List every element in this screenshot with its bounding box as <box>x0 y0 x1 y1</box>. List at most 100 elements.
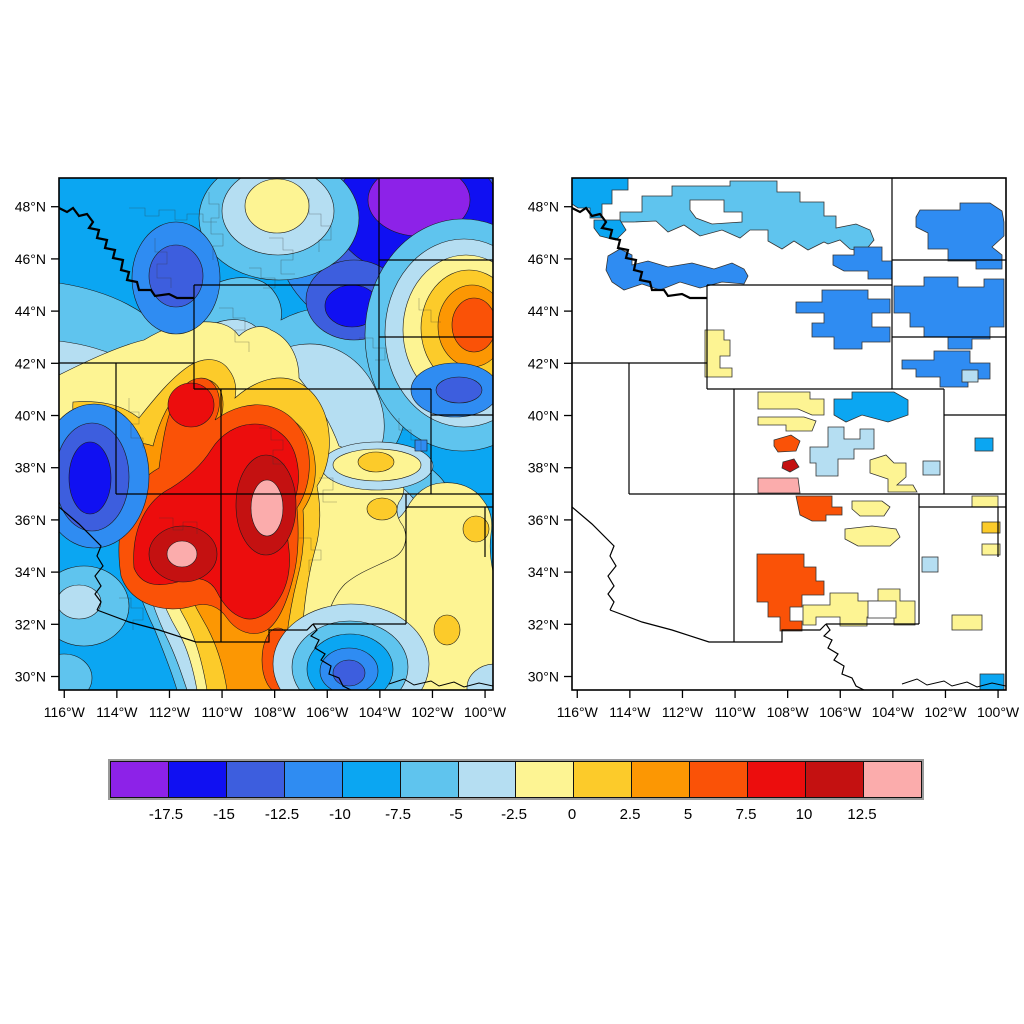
txpanhandle-gold <box>462 515 490 543</box>
pink-max-east <box>250 479 284 537</box>
div-north-wyoming <box>795 289 891 350</box>
colorbar-tick-label: 7.5 <box>735 806 757 823</box>
panelR-map-area <box>572 178 1005 690</box>
lat-tick-label: 30°N <box>15 669 46 685</box>
colorbar-cell-6 <box>458 761 517 798</box>
lat-tick-label: 46°N <box>528 251 559 267</box>
div-west-northdakota <box>915 202 1005 270</box>
colorbar-cell-5 <box>400 761 459 798</box>
div-nw-colorado-2 <box>757 416 817 432</box>
div-sw-wyoming <box>704 329 733 378</box>
lat-tick-label: 32°N <box>15 616 46 632</box>
lon-tick-label: 100°W <box>464 704 507 720</box>
lat-tick-label: 38°N <box>15 460 46 476</box>
state-borders <box>572 178 1006 690</box>
div-east-colorado <box>922 460 941 476</box>
lat-tick-label: 38°N <box>528 460 559 476</box>
lat-tick-label: 32°N <box>528 616 559 632</box>
colorbar-tick-label: -17.5 <box>148 806 184 823</box>
map-frame <box>58 177 494 691</box>
colorbar-tick-label: 0 <box>567 806 577 823</box>
colorbar-cell-3 <box>284 761 343 798</box>
lon-tick-label: 108°W <box>254 704 297 720</box>
lat-tick-label: 44°N <box>15 303 46 319</box>
div-fourcorners-pink <box>757 477 801 494</box>
colorbar-tick-labels: -17.5 -15 -12.5 -10 -7.5 -5 -2.5 0 2.5 5 7.5 10 12.5 <box>108 806 920 826</box>
colorbar-tick-label: 12.5 <box>847 806 877 823</box>
axis-ticks-and-labels: 48°N 46°N 44°N 42°N 40°N 38°N 36°N 34°N 32°N 30°N… <box>15 199 507 720</box>
colorbar-cell-13 <box>863 761 922 798</box>
div-central-colorado <box>809 426 875 477</box>
div-ncentral-colorado <box>833 391 909 423</box>
lon-tick-label: 114°W <box>96 704 138 720</box>
lat-tick-label: 36°N <box>15 512 46 528</box>
lat-tick-label: 48°N <box>528 199 559 215</box>
div-north-newmexico <box>795 495 843 522</box>
div-sw-nebraska <box>961 369 979 383</box>
lat-tick-label: 40°N <box>528 408 559 424</box>
nw-utah-red-center <box>167 382 215 428</box>
div-se-colorado <box>869 454 918 493</box>
colorbar-cell-8 <box>574 761 633 798</box>
nevada-low-core <box>68 441 112 515</box>
colorbar <box>108 759 924 800</box>
colorbar-cell-9 <box>632 761 691 798</box>
div-west-newmexico <box>756 553 825 632</box>
colorbar-cell-7 <box>516 761 575 798</box>
colorbar-tick-label: 5 <box>683 806 693 823</box>
arizona-pale-patch <box>59 584 102 620</box>
lon-tick-label: 110°W <box>714 704 756 720</box>
colorbar-cell-4 <box>342 761 401 798</box>
eco-royal-patch <box>435 376 483 404</box>
se-colorado-gold <box>357 451 395 473</box>
div-hole-white-2 <box>867 600 897 619</box>
colorbar-cell-1 <box>168 761 227 798</box>
lon-tick-label: 102°W <box>411 704 454 720</box>
div-ne-newmexico-1 <box>851 500 891 517</box>
lon-tick-label: 114°W <box>609 704 651 720</box>
colorbar-cell-12 <box>806 761 864 798</box>
right-choropleth-map-panel: 48°N 46°N 44°N 42°N 40°N 38°N 36°N 34°N 32°N 30°N… <box>528 177 1020 720</box>
div-nw-colorado-1 <box>757 391 825 416</box>
colorbar-tick-label: -12.5 <box>264 806 300 823</box>
lat-tick-label: 34°N <box>528 564 559 580</box>
east-bullseye-core <box>451 297 493 353</box>
division-boundaries <box>119 192 441 630</box>
lon-tick-label: 104°W <box>359 704 402 720</box>
sw-corner-sky <box>59 653 93 690</box>
lat-tick-label: 40°N <box>15 408 46 424</box>
colorbar-tick-label: -2.5 <box>501 806 527 823</box>
lon-tick-label: 106°W <box>819 704 862 720</box>
div-hole-white <box>689 199 743 225</box>
lat-tick-label: 46°N <box>15 251 46 267</box>
lat-tick-label: 48°N <box>15 199 46 215</box>
left-contour-map-panel: 48°N 46°N 44°N 42°N 40°N 38°N 36°N 34°N 32°N 30°N… <box>15 177 507 720</box>
map-frame <box>571 177 1007 691</box>
div-east-montana <box>832 246 893 280</box>
colorbar-tick-label: 2.5 <box>619 806 641 823</box>
div-north-montana <box>619 180 875 253</box>
div-west-kansas <box>974 437 994 452</box>
colorbar-tick-label: 10 <box>795 806 813 823</box>
lon-tick-label: 104°W <box>872 704 915 720</box>
div-west-southdakota <box>893 276 1005 350</box>
se-corner-pale <box>466 663 493 690</box>
wmontana-low-core <box>148 244 204 308</box>
div-tx-south-panhandle <box>921 556 939 573</box>
lon-tick-label: 102°W <box>924 704 967 720</box>
lon-tick-label: 100°W <box>977 704 1020 720</box>
lon-tick-label: 110°W <box>201 704 243 720</box>
pink-max-west <box>166 540 198 568</box>
lat-tick-label: 30°N <box>528 669 559 685</box>
lon-tick-label: 116°W <box>557 704 599 720</box>
nmontana-mild-core <box>244 178 310 234</box>
axis-ticks-and-labels: 48°N 46°N 44°N 42°N 40°N 38°N 36°N 34°N 32°N 30°N… <box>528 199 1020 720</box>
div-tx-panhandle-yellow <box>981 543 1001 556</box>
lon-tick-label: 108°W <box>767 704 810 720</box>
div-tx-panhandle-gold <box>981 521 1001 534</box>
colorbar-cell-0 <box>110 761 169 798</box>
div-west-texas <box>951 614 983 631</box>
lat-tick-label: 34°N <box>15 564 46 580</box>
lat-tick-label: 42°N <box>15 355 46 371</box>
colorbar-tick-label: -5 <box>449 806 463 823</box>
